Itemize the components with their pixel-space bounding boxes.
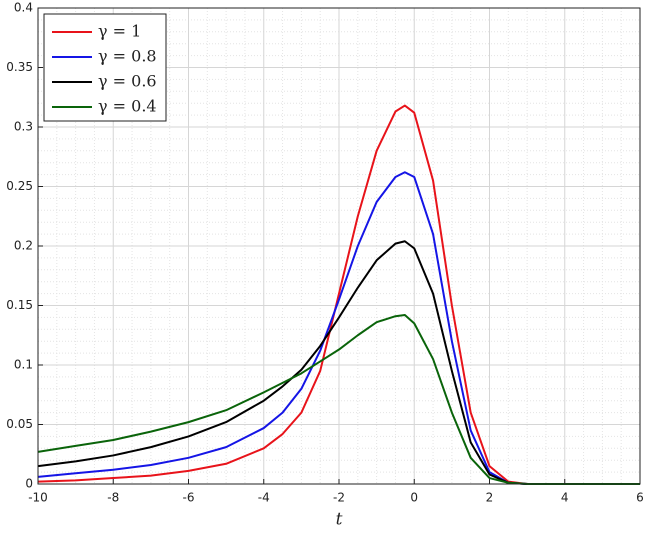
y-tick-label: 0 [25, 477, 33, 491]
x-axis-label: t [336, 510, 343, 530]
legend-box [43, 13, 167, 122]
plot-lines [37, 104, 640, 485]
ticks: -10 -8 -6 -4 -2 0 2 4 6 0 0.05 0.1 0.15 0.2 0.25 0.3 0.3… [6, 1, 644, 505]
x-tick-label: -8 [107, 491, 119, 505]
legend-label: γ = 1 [98, 22, 141, 41]
legend-label: γ = 0.4 [98, 97, 157, 116]
y-tick-label: 0.3 [14, 120, 33, 134]
y-tick-label: 0.15 [6, 298, 33, 312]
legend-label: γ = 0.8 [98, 47, 157, 66]
legend: γ = 1 γ = 0.8 γ = 0.6 γ = 0.4 [43, 13, 167, 122]
y-tick-label: 0.05 [6, 417, 33, 431]
x-tick-label: 2 [486, 491, 494, 505]
y-tick-label: 0.25 [6, 179, 33, 193]
x-tick-label: 4 [561, 491, 569, 505]
x-tick-label: -2 [333, 491, 345, 505]
y-tick-label: 0.2 [14, 239, 33, 253]
y-tick-label: 0.1 [14, 358, 33, 372]
series-line [37, 314, 640, 485]
x-tick-label: -4 [258, 491, 270, 505]
series-line [37, 104, 640, 485]
x-tick-label: 0 [410, 491, 418, 505]
y-tick-label: 0.4 [14, 1, 33, 15]
y-tick-label: 0.35 [6, 60, 33, 74]
x-tick-label: -10 [28, 491, 48, 505]
x-tick-label: -6 [183, 491, 195, 505]
x-tick-label: 6 [636, 491, 644, 505]
legend-label: γ = 0.6 [98, 72, 157, 91]
